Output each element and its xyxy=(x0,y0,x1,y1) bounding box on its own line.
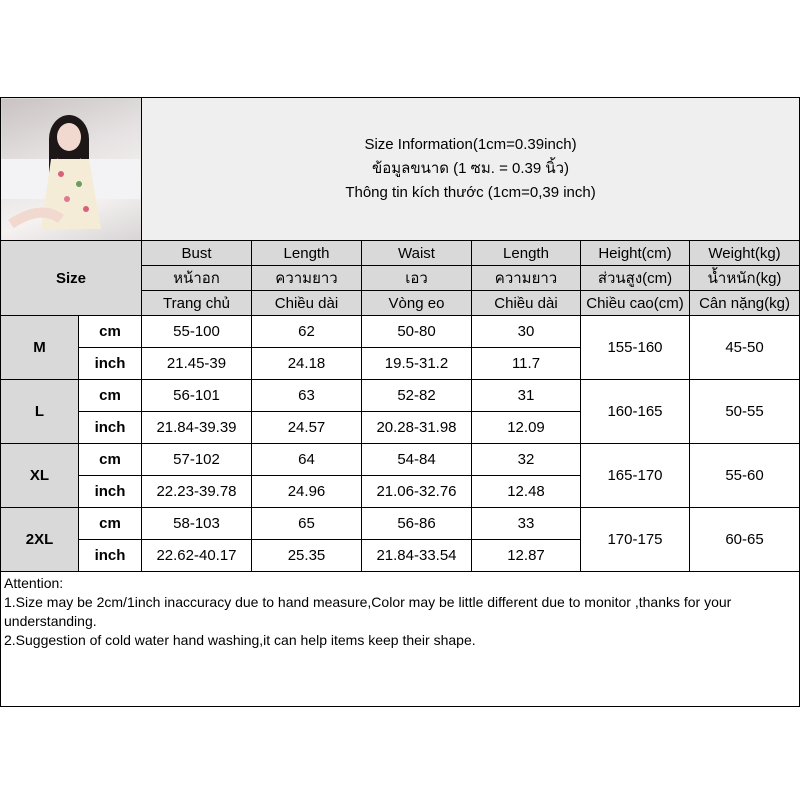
size-info-title: Size Information(1cm=0.39inch) ข้อมูลขนา… xyxy=(140,97,800,241)
column-header: Chiều dài xyxy=(471,290,581,316)
column-header: ความยาว xyxy=(471,265,581,291)
measurement-cell: 21.45-39 xyxy=(141,347,252,380)
table-row: XL cm 57-102 64 54-84 32 165-170 55-60 xyxy=(0,443,800,508)
measurement-cell: 11.7 xyxy=(471,347,581,380)
title-english: Size Information(1cm=0.39inch) xyxy=(364,136,577,153)
table-row: 2XL cm 58-103 65 56-86 33 170-175 60-65 xyxy=(0,507,800,572)
column-header: Length xyxy=(251,240,362,266)
attention-note-1: 1.Size may be 2cm/1inch inaccuracy due t… xyxy=(4,594,732,629)
height-cell: 155-160 xyxy=(580,315,690,380)
unit-label: cm xyxy=(78,443,142,476)
measurement-cell: 21.84-39.39 xyxy=(141,411,252,444)
measurement-cell: 30 xyxy=(471,315,581,348)
measurement-cell: 64 xyxy=(251,443,362,476)
measurement-cell: 33 xyxy=(471,507,581,540)
measurement-cell: 19.5-31.2 xyxy=(361,347,472,380)
measurement-cell: 24.96 xyxy=(251,475,362,508)
measurement-cell: 56-101 xyxy=(141,379,252,412)
unit-label: inch xyxy=(78,411,142,444)
table-row: inch 22.23-39.78 24.96 21.06-32.76 12.48 xyxy=(1,475,800,508)
measurement-cell: 56-86 xyxy=(361,507,472,540)
height-cell: 160-165 xyxy=(580,379,690,444)
measurement-cell: 21.84-33.54 xyxy=(361,539,472,572)
measurement-cell: 22.23-39.78 xyxy=(141,475,252,508)
column-header: หน้าอก xyxy=(141,265,252,291)
height-cell: 170-175 xyxy=(580,507,690,572)
column-header: Vòng eo xyxy=(361,290,472,316)
column-header: น้ำหนัก(kg) xyxy=(688,265,800,291)
measurement-cell: 55-100 xyxy=(141,315,252,348)
weight-cell: 50-55 xyxy=(688,379,800,444)
unit-label: cm xyxy=(78,315,142,348)
column-header: Waist xyxy=(361,240,472,266)
measurement-cell: 25.35 xyxy=(251,539,362,572)
measurement-cell: 54-84 xyxy=(361,443,472,476)
measurement-cell: 21.06-32.76 xyxy=(361,475,472,508)
measurement-cell: 24.57 xyxy=(251,411,362,444)
measurement-cell: 52-82 xyxy=(361,379,472,412)
table-row: inch 21.45-39 24.18 19.5-31.2 11.7 xyxy=(1,347,800,380)
unit-label: cm xyxy=(78,507,142,540)
measurement-cell: 62 xyxy=(251,315,362,348)
column-header: ความยาว xyxy=(251,265,362,291)
unit-label: cm xyxy=(78,379,142,412)
table-row: inch 21.84-39.39 24.57 20.28-31.98 12.09 xyxy=(1,411,800,444)
size-name: 2XL xyxy=(0,507,79,572)
column-header: Length xyxy=(471,240,581,266)
title-thai: ข้อมูลขนาด (1 ซม. = 0.39 นิ้ว) xyxy=(372,160,570,177)
measurement-cell: 32 xyxy=(471,443,581,476)
measurement-cell: 58-103 xyxy=(141,507,252,540)
attention-notes: Attention: 1.Size may be 2cm/1inch inacc… xyxy=(0,571,800,707)
unit-label: inch xyxy=(78,347,142,380)
title-vietnamese: Thông tin kích thước (1cm=0,39 inch) xyxy=(345,184,596,201)
measurement-cell: 20.28-31.98 xyxy=(361,411,472,444)
weight-cell: 55-60 xyxy=(688,443,800,508)
measurement-cell: 63 xyxy=(251,379,362,412)
header-row: Size Bust Length Waist Length Height(cm) Weigh… xyxy=(0,240,800,316)
header-row: Trang chủ Chiều dài Vòng eo Chiều dài Chiều … xyxy=(1,290,800,316)
product-photo xyxy=(0,97,142,241)
size-header: Size xyxy=(0,240,142,316)
column-header: Cân nặng(kg) xyxy=(688,290,800,316)
measurement-cell: 12.48 xyxy=(471,475,581,508)
unit-label: inch xyxy=(78,475,142,508)
measurement-cell: 24.18 xyxy=(251,347,362,380)
unit-label: inch xyxy=(78,539,142,572)
measurement-cell: 22.62-40.17 xyxy=(141,539,252,572)
weight-cell: 45-50 xyxy=(688,315,800,380)
measurement-cell: 57-102 xyxy=(141,443,252,476)
attention-note-2: 2.Suggestion of cold water hand washing,… xyxy=(4,632,476,648)
column-header: Bust xyxy=(141,240,252,266)
column-header: Height(cm) xyxy=(580,240,690,266)
measurement-cell: 12.09 xyxy=(471,411,581,444)
column-header: Chiều cao(cm) xyxy=(580,290,690,316)
weight-cell: 60-65 xyxy=(688,507,800,572)
size-name: M xyxy=(0,315,79,380)
measurement-cell: 31 xyxy=(471,379,581,412)
size-chart-table: Size Information(1cm=0.39inch) ข้อมูลขนา… xyxy=(0,97,800,707)
column-header: เอว xyxy=(361,265,472,291)
size-name: XL xyxy=(0,443,79,508)
measurement-cell: 50-80 xyxy=(361,315,472,348)
column-header: Trang chủ xyxy=(141,290,252,316)
height-cell: 165-170 xyxy=(580,443,690,508)
measurement-cell: 65 xyxy=(251,507,362,540)
measurement-cell: 12.87 xyxy=(471,539,581,572)
column-header: Weight(kg) xyxy=(688,240,800,266)
column-header: Chiều dài xyxy=(251,290,362,316)
column-header: ส่วนสูง(cm) xyxy=(580,265,690,291)
size-name: L xyxy=(0,379,79,444)
attention-heading: Attention: xyxy=(4,575,64,591)
